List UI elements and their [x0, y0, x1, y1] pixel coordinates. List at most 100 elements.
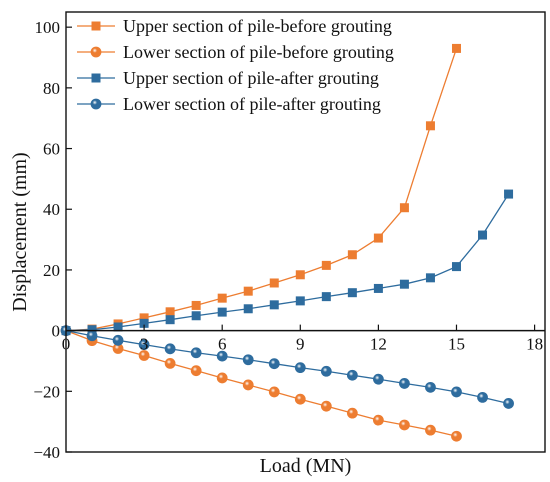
- series-line: [65, 330, 457, 437]
- x-tick-label: 12: [370, 335, 387, 354]
- data-point: [451, 43, 461, 53]
- series-line: [65, 329, 509, 405]
- y-tick-label: 40: [43, 200, 60, 219]
- legend-item: Lower section of pile-after grouting: [77, 94, 381, 114]
- data-point: [112, 334, 124, 346]
- data-point: [373, 233, 383, 243]
- data-point: [164, 357, 176, 369]
- data-point: [399, 378, 410, 389]
- x-tick-label: 3: [140, 335, 149, 354]
- series-line: [65, 193, 510, 332]
- data-point: [295, 270, 305, 280]
- legend-marker: [90, 46, 102, 58]
- data-point: [242, 379, 254, 391]
- data-point: [321, 292, 331, 302]
- data-point: [217, 293, 227, 303]
- y-tick-label: 60: [43, 140, 60, 159]
- y-axis-ticks: −40 −20 0 20 40 60 80 100: [33, 18, 72, 462]
- data-point: [451, 430, 462, 442]
- data-point: [165, 315, 175, 325]
- data-point: [191, 311, 201, 321]
- data-point: [164, 343, 176, 355]
- data-point: [504, 189, 514, 199]
- data-point: [425, 273, 435, 283]
- legend-label: Upper section of pile-before grouting: [123, 16, 392, 36]
- legend-item: Upper section of pile-after grouting: [77, 68, 379, 88]
- data-point: [372, 373, 384, 385]
- data-point: [477, 391, 488, 403]
- data-point: [138, 350, 150, 361]
- data-point: [373, 283, 383, 293]
- y-tick-label: −20: [33, 382, 60, 401]
- x-tick-label: 0: [62, 335, 71, 354]
- data-point: [139, 318, 149, 328]
- data-point: [320, 400, 332, 412]
- x-tick-label: 9: [296, 335, 305, 354]
- data-point: [347, 288, 357, 298]
- legend-label: Lower section of pile-before grouting: [123, 42, 394, 62]
- data-point: [87, 325, 97, 335]
- data-point: [190, 365, 202, 377]
- legend-item: Upper section of pile-before grouting: [77, 16, 392, 36]
- data-point: [451, 262, 461, 272]
- data-point: [216, 372, 228, 384]
- data-point: [321, 260, 331, 270]
- data-point: [138, 339, 150, 350]
- x-axis-ticks: 0 3 6 9 12 15 18: [62, 324, 543, 354]
- data-point: [399, 203, 409, 213]
- data-point: [86, 330, 98, 342]
- data-point: [346, 369, 358, 381]
- data-point: [190, 347, 202, 359]
- legend-label: Lower section of pile-after grouting: [123, 94, 381, 114]
- data-point: [346, 407, 358, 419]
- data-point: [451, 386, 462, 398]
- x-tick-label: 6: [218, 335, 227, 354]
- x-tick-label: 18: [526, 335, 543, 354]
- data-point: [269, 278, 279, 288]
- y-tick-label: 0: [52, 322, 61, 341]
- legend-marker: [91, 73, 101, 83]
- series-line: [65, 48, 458, 332]
- data-point: [216, 350, 228, 362]
- data-point: [269, 300, 279, 310]
- data-point: [294, 393, 306, 405]
- data-point: [478, 230, 488, 240]
- data-point: [372, 414, 384, 426]
- y-axis-title: Displacement (mm): [9, 152, 31, 311]
- data-point: [425, 381, 436, 393]
- data-point: [268, 386, 280, 398]
- data-point: [320, 365, 332, 377]
- series-3: [61, 189, 514, 336]
- data-point: [243, 304, 253, 314]
- data-point: [268, 358, 280, 370]
- y-tick-label: 80: [43, 79, 60, 98]
- y-tick-label: 20: [43, 261, 60, 280]
- y-tick-label: 100: [35, 18, 61, 37]
- data-point: [191, 300, 201, 310]
- data-point: [294, 362, 306, 374]
- legend-marker: [91, 21, 101, 31]
- plot-frame: [65, 11, 546, 453]
- data-point: [347, 250, 357, 260]
- data-point: [503, 398, 514, 409]
- y-tick-label: −40: [33, 443, 60, 462]
- data-point: [425, 121, 435, 131]
- legend-item: Lower section of pile-before grouting: [77, 42, 394, 62]
- x-tick-label: 15: [448, 335, 465, 354]
- legend-marker: [90, 98, 102, 110]
- legend: Upper section of pile-before grouting Low…: [77, 16, 394, 114]
- data-point: [113, 322, 123, 332]
- data-point: [399, 419, 410, 431]
- data-point: [139, 313, 149, 323]
- data-point: [425, 424, 436, 436]
- data-point: [295, 296, 305, 306]
- legend-label: Upper section of pile-after grouting: [123, 68, 379, 88]
- x-axis-title: Load (MN): [260, 455, 352, 477]
- data-point: [242, 354, 254, 366]
- data-point: [399, 279, 409, 289]
- data-point: [165, 307, 175, 317]
- data-point: [243, 286, 253, 296]
- series-4: [60, 325, 514, 409]
- series-layer: [60, 43, 514, 442]
